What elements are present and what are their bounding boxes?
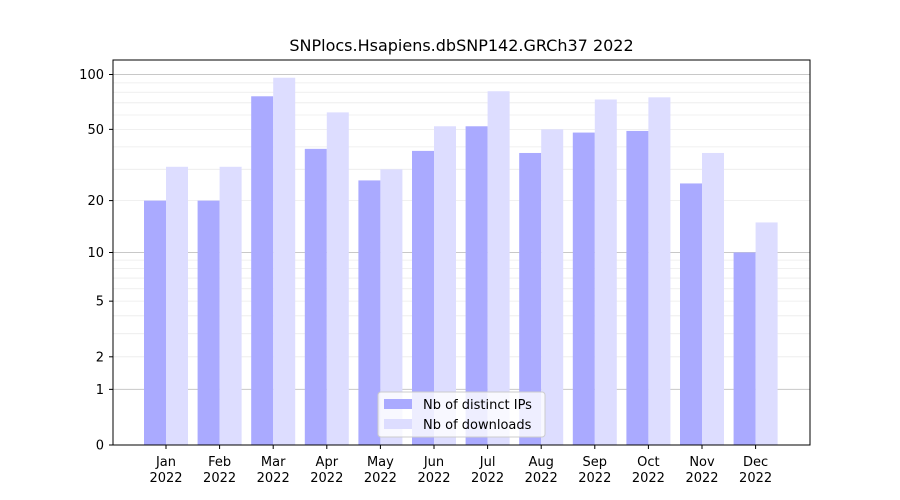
bar xyxy=(144,200,166,445)
x-tick-label-year: 2022 xyxy=(739,471,772,486)
y-tick-label: 100 xyxy=(79,68,104,83)
x-tick-label-month: Dec xyxy=(743,455,768,470)
bar xyxy=(434,126,456,445)
y-tick-label: 1 xyxy=(96,383,104,398)
bar xyxy=(594,99,617,445)
x-tick-label-month: Sep xyxy=(583,455,608,470)
x-tick-label-month: Jan xyxy=(155,455,176,470)
bar xyxy=(680,183,702,445)
bar xyxy=(251,96,274,446)
y-tick-label: 50 xyxy=(87,123,104,138)
bar xyxy=(733,252,756,445)
x-tick-label-year: 2022 xyxy=(364,471,397,486)
legend-label: Nb of downloads xyxy=(423,418,532,433)
x-tick-label-year: 2022 xyxy=(203,471,236,486)
x-tick-label-month: Jun xyxy=(423,455,444,470)
bar xyxy=(197,200,220,445)
x-tick-label-year: 2022 xyxy=(257,471,290,486)
x-tick-label-year: 2022 xyxy=(578,471,611,486)
bar xyxy=(487,91,510,445)
bar xyxy=(572,132,595,446)
x-tick-label-year: 2022 xyxy=(685,471,718,486)
y-axis: 0 1 2 5 10 20 50 100 xyxy=(79,68,113,454)
legend-label: Nb of distinct IPs xyxy=(423,398,532,413)
bar xyxy=(541,129,564,445)
x-tick-label-month: Nov xyxy=(689,455,715,470)
y-tick-label: 5 xyxy=(96,295,104,310)
bar xyxy=(358,180,381,446)
legend-swatch xyxy=(384,419,412,429)
y-tick-label: 20 xyxy=(87,194,104,209)
bars xyxy=(144,77,778,446)
x-tick-label-year: 2022 xyxy=(632,471,665,486)
bar xyxy=(465,126,488,445)
y-tick-label: 2 xyxy=(96,350,104,365)
legend: Nb of distinct IPs Nb of downloads xyxy=(377,391,546,438)
bar xyxy=(273,77,296,445)
x-tick-label-year: 2022 xyxy=(310,471,343,486)
legend-swatch xyxy=(384,399,412,409)
bar xyxy=(755,222,778,445)
bar xyxy=(166,166,188,446)
x-tick-label-month: Oct xyxy=(637,455,659,470)
legend-box xyxy=(377,391,546,438)
x-tick-label-month: Aug xyxy=(529,455,554,470)
bar xyxy=(626,130,649,445)
bar xyxy=(326,112,349,446)
bar xyxy=(304,148,327,445)
x-tick-label-month: Mar xyxy=(261,455,286,470)
x-tick-label-month: Apr xyxy=(316,455,339,470)
y-tick-label: 10 xyxy=(87,246,104,261)
bar xyxy=(219,166,242,446)
x-axis: Jan2022Feb2022Mar2022Apr2022May2022Jun20… xyxy=(149,445,772,486)
x-tick-label-year: 2022 xyxy=(525,471,558,486)
x-tick-label-month: May xyxy=(367,455,394,470)
bar xyxy=(648,97,671,446)
bar xyxy=(702,152,724,445)
bar xyxy=(412,150,434,445)
y-tick-label: 0 xyxy=(96,439,104,454)
chart-title: SNPlocs.Hsapiens.dbSNP142.GRCh37 2022 xyxy=(289,36,633,55)
bar xyxy=(519,152,542,445)
bar xyxy=(380,169,403,445)
x-tick-label-month: Feb xyxy=(208,455,231,470)
x-tick-label-month: Jul xyxy=(479,455,496,470)
x-tick-label-year: 2022 xyxy=(417,471,450,486)
x-tick-label-year: 2022 xyxy=(471,471,504,486)
x-tick-label-year: 2022 xyxy=(149,471,182,486)
